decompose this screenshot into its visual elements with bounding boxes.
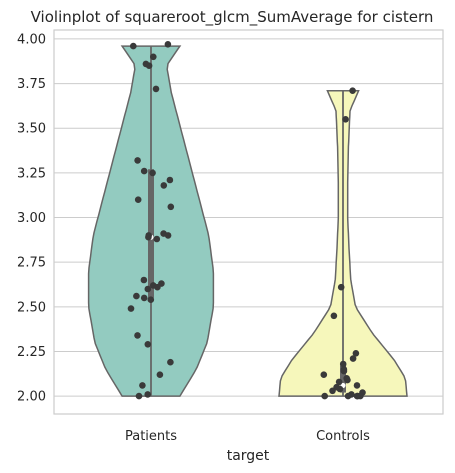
data-point xyxy=(139,382,146,389)
data-point xyxy=(342,116,349,123)
data-point xyxy=(353,382,361,389)
data-point xyxy=(140,276,148,284)
y-tick-label: 2.50 xyxy=(17,300,46,315)
data-point xyxy=(134,196,142,203)
data-point xyxy=(160,182,168,189)
data-point xyxy=(147,296,155,304)
data-point xyxy=(133,292,140,300)
y-tick-label: 3.00 xyxy=(17,211,46,226)
x-axis-ticks: Patients Controls xyxy=(125,429,370,444)
data-point xyxy=(339,360,347,368)
y-tick-label: 3.25 xyxy=(17,166,46,181)
data-point xyxy=(156,371,164,379)
data-point xyxy=(330,312,338,320)
data-point xyxy=(134,332,141,339)
data-point xyxy=(337,283,345,291)
data-point xyxy=(153,235,161,243)
data-point xyxy=(140,294,148,302)
data-point xyxy=(127,305,135,312)
y-tick-label: 2.00 xyxy=(17,390,46,405)
x-tick-label: Patients xyxy=(125,429,177,444)
y-tick-label: 2.75 xyxy=(17,256,46,271)
data-point xyxy=(134,157,141,164)
data-point xyxy=(164,41,172,48)
data-point xyxy=(140,167,148,175)
data-point xyxy=(154,283,161,291)
y-tick-label: 3.50 xyxy=(17,122,46,137)
data-point xyxy=(340,367,348,375)
data-point xyxy=(321,392,329,400)
data-point xyxy=(144,285,152,293)
data-point xyxy=(144,341,152,348)
data-point xyxy=(336,385,344,393)
x-axis-label: target xyxy=(227,448,270,464)
data-point xyxy=(164,232,172,239)
x-tick-label: Controls xyxy=(316,429,370,444)
y-tick-label: 3.75 xyxy=(17,77,46,92)
data-point xyxy=(150,53,157,61)
y-tick-label: 4.00 xyxy=(17,32,46,47)
data-point xyxy=(166,176,174,184)
plot-frame xyxy=(53,29,444,415)
data-point xyxy=(349,87,356,94)
data-point xyxy=(335,378,343,386)
data-point xyxy=(145,62,153,69)
data-point xyxy=(149,169,156,177)
violins xyxy=(87,45,408,397)
data-point xyxy=(167,358,174,366)
strip-points xyxy=(127,41,366,400)
data-point xyxy=(167,203,175,211)
y-tick-label: 2.25 xyxy=(17,345,46,360)
y-axis-ticks: 2.00 2.25 2.50 2.75 3.00 3.25 3.50 3.75 4.00 xyxy=(17,32,46,404)
data-point xyxy=(135,392,143,400)
data-point xyxy=(349,355,357,362)
data-point xyxy=(152,85,160,93)
data-point xyxy=(357,392,364,400)
data-point xyxy=(320,371,328,379)
data-point xyxy=(145,233,152,241)
data-point xyxy=(344,376,351,384)
data-point xyxy=(329,387,336,395)
data-point xyxy=(352,350,360,357)
data-point xyxy=(130,42,137,50)
chart-title: Violinplot of squareroot_glcm_SumAverage… xyxy=(31,8,434,27)
data-point xyxy=(144,391,151,398)
data-point xyxy=(344,392,352,400)
